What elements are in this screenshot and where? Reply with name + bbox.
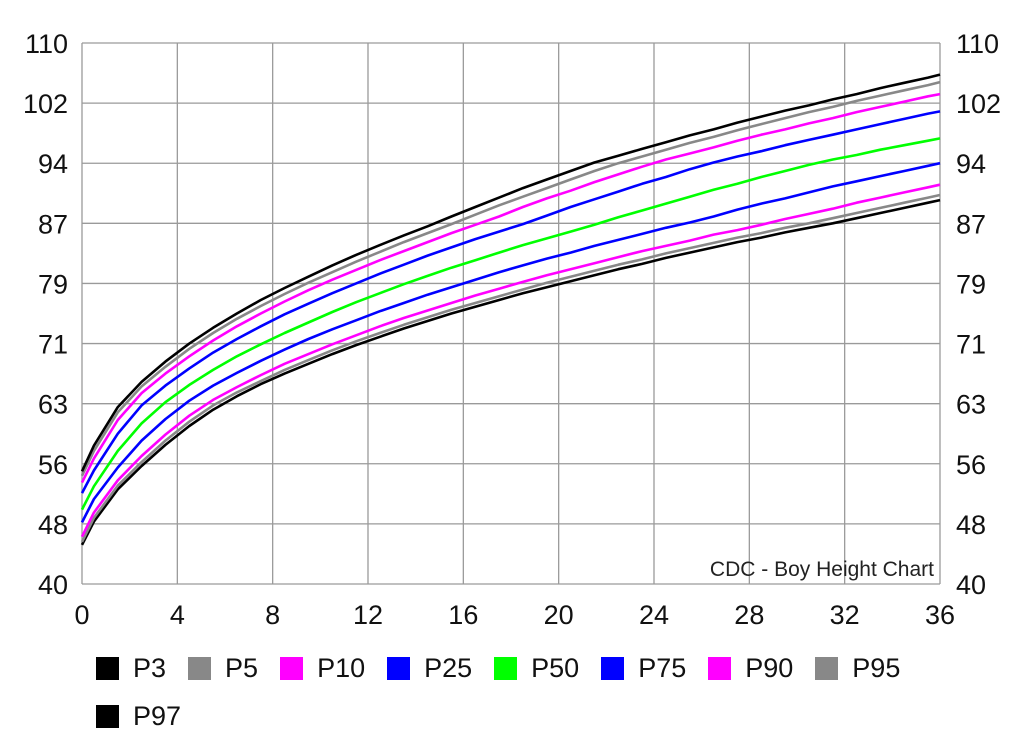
- series-line-p95: [80, 80, 941, 477]
- y-axis-right-ticks: 40 48 56 63 71 79 87 94 102 110: [956, 29, 1001, 600]
- y-tick-label-left: 110: [25, 29, 68, 59]
- y-tick-label-left: 40: [38, 570, 68, 600]
- x-tick-label: 20: [544, 600, 574, 630]
- y-tick-label-right: 87: [956, 209, 986, 239]
- y-tick-label-right: 102: [956, 89, 1001, 119]
- x-tick-label: 12: [353, 600, 383, 630]
- x-tick-label: 4: [170, 600, 185, 630]
- legend-item-p10: P10: [280, 653, 365, 683]
- legend-label: P95: [852, 652, 901, 683]
- y-tick-label-left: 87: [38, 209, 68, 239]
- y-tick-label-right: 79: [956, 269, 986, 299]
- y-tick-label-right: 63: [956, 390, 986, 420]
- y-tick-label-right: 94: [956, 149, 986, 179]
- legend-swatch: [601, 656, 625, 680]
- series-line-p75: [80, 110, 941, 494]
- legend-swatch: [280, 656, 304, 680]
- y-tick-label-left: 79: [38, 269, 68, 299]
- legend-swatch: [96, 656, 119, 680]
- legend-label: P25: [424, 652, 473, 683]
- series-line-p50: [80, 137, 941, 511]
- y-axis-left-ticks: 40 48 56 63 71 79 87 94 102 110: [23, 29, 68, 600]
- legend-item-p3: P3: [96, 653, 166, 683]
- x-tick-label: 0: [74, 600, 89, 630]
- chart-series: [80, 73, 941, 546]
- legend-label: P97: [133, 700, 182, 731]
- y-tick-label-left: 48: [38, 510, 68, 540]
- series-line-p90: [80, 92, 941, 484]
- x-tick-label: 8: [265, 600, 280, 630]
- series-line-p5: [80, 193, 941, 543]
- y-tick-label-left: 56: [38, 450, 68, 480]
- series-line-p97: [80, 73, 941, 472]
- y-tick-label-right: 48: [956, 510, 986, 540]
- legend-swatch: [815, 656, 839, 680]
- chart-grid: [81, 42, 941, 585]
- legend-label: P75: [638, 652, 687, 683]
- y-tick-label-left: 71: [38, 330, 68, 360]
- legend-item-p95: P95: [815, 653, 900, 683]
- legend-label: P5: [225, 652, 259, 683]
- legend-swatch: [708, 656, 732, 680]
- legend-item-p90: P90: [708, 653, 793, 683]
- legend-label: P3: [133, 652, 167, 683]
- x-tick-label: 32: [830, 600, 860, 630]
- legend-item-p97: P97: [96, 701, 181, 731]
- chart-description: CDC - Boy Height Chart: [710, 558, 934, 581]
- y-tick-label-right: 71: [956, 330, 986, 360]
- x-tick-label: 16: [448, 600, 478, 630]
- x-tick-label: 24: [639, 600, 669, 630]
- series-line-p3: [80, 198, 941, 546]
- legend-swatch: [188, 656, 212, 680]
- series-line-p10: [80, 183, 941, 538]
- legend-item-p50: P50: [494, 653, 579, 683]
- legend-swatch: [96, 704, 119, 728]
- x-axis-ticks: 0 4 8 12 16 20 24 28 32 36: [74, 600, 955, 630]
- legend-item-p25: P25: [387, 653, 472, 683]
- y-tick-label-right: 40: [956, 570, 986, 600]
- y-tick-label-right: 56: [956, 450, 986, 480]
- y-tick-label-left: 63: [38, 390, 68, 420]
- legend-item-p5: P5: [188, 653, 258, 683]
- series-line-p25: [80, 161, 941, 523]
- legend-label: P10: [317, 652, 366, 683]
- legend-item-p75: P75: [601, 653, 686, 683]
- y-tick-label-left: 94: [38, 149, 68, 179]
- legend-swatch: [387, 656, 411, 680]
- legend-swatch: [494, 656, 518, 680]
- y-tick-label-right: 110: [956, 29, 999, 59]
- y-tick-label-left: 102: [23, 89, 68, 119]
- x-tick-label: 28: [734, 600, 764, 630]
- chart-legend: P3 P5 P10 P25 P50 P75 P90 P95 P97: [96, 653, 996, 731]
- x-tick-label: 36: [925, 600, 955, 630]
- legend-label: P90: [745, 652, 794, 683]
- legend-label: P50: [531, 652, 580, 683]
